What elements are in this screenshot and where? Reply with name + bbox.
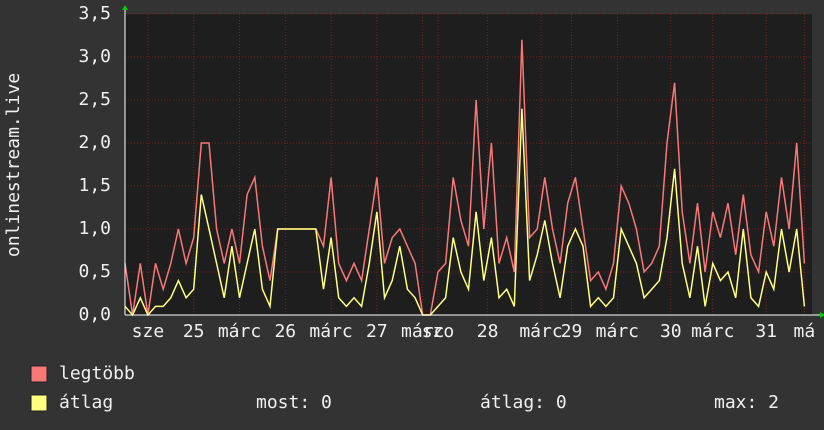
legend-stat: most: 0 xyxy=(256,392,332,413)
y-tick-label: 0,0 xyxy=(78,304,111,325)
legend-label: átlag xyxy=(59,392,113,413)
x-tick-label: márc xyxy=(691,321,734,342)
series-line xyxy=(124,108,806,317)
x-tick-label: 28 xyxy=(477,321,499,342)
x-tick-label: márc xyxy=(401,321,444,342)
y-arrow xyxy=(122,5,128,10)
y-tick-label: 2,0 xyxy=(78,132,111,153)
x-tick-label: 29 xyxy=(561,321,583,342)
legend-swatch xyxy=(30,394,48,412)
series-line xyxy=(124,39,806,316)
legend-label: legtöbb xyxy=(59,363,135,384)
x-tick-label: 30 xyxy=(660,321,682,342)
x-tick-label: szo xyxy=(422,321,455,342)
x-tick-label: sze xyxy=(132,321,165,342)
x-arrow xyxy=(820,312,824,318)
x-tick-label: 27 xyxy=(366,321,388,342)
x-tick-label: márc xyxy=(218,321,261,342)
y-tick-label: 3,0 xyxy=(78,46,111,67)
y-tick-label: 1,5 xyxy=(78,175,111,196)
y-tick-label: 2,5 xyxy=(78,89,111,110)
x-tick-label: 25 xyxy=(183,321,205,342)
legend-stat: átlag: 0 xyxy=(480,392,567,413)
x-tick-label: 26 xyxy=(274,321,296,342)
x-tick-label: márc xyxy=(596,321,639,342)
y-tick-label: 1,0 xyxy=(78,218,111,239)
y-tick-label: 3,5 xyxy=(78,3,111,24)
x-tick-label: márc xyxy=(519,321,562,342)
x-tick-label: má xyxy=(794,321,816,342)
x-tick-label: 31 xyxy=(755,321,777,342)
legend-swatch xyxy=(30,365,48,383)
x-tick-label: márc xyxy=(309,321,352,342)
legend-stat: max: 2 xyxy=(714,392,779,413)
y-tick-label: 0,5 xyxy=(78,261,111,282)
y-axis-title: onlinestream.live xyxy=(3,73,24,257)
